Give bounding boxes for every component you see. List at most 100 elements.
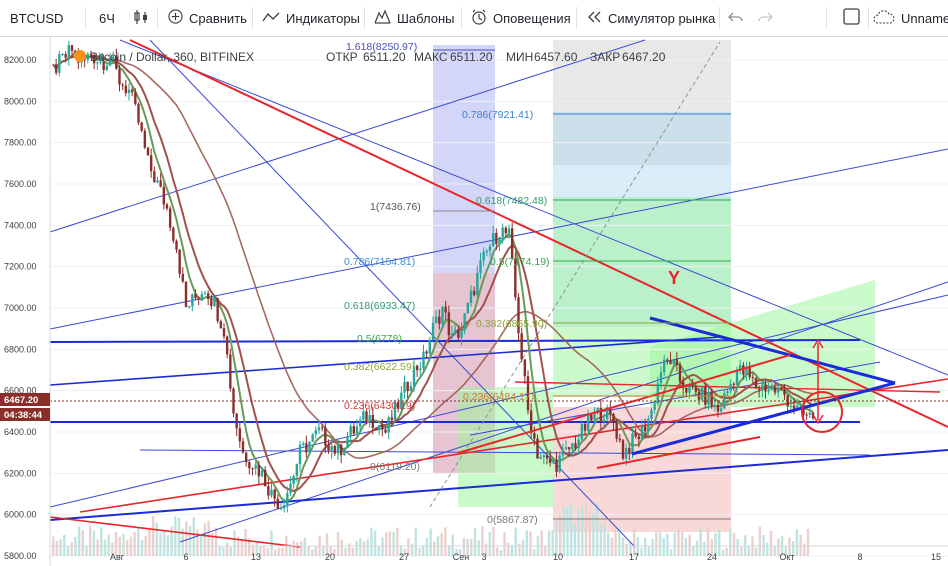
- trend-line: [49, 339, 861, 343]
- save-layout-button[interactable]: Unnamed: [873, 0, 948, 36]
- candle-body: [67, 45, 71, 58]
- price-chart[interactable]: 1.618(8250.97) 1(7436.76) 0.786(7154.81) 0.…: [0, 37, 948, 566]
- candle-body: [349, 426, 352, 437]
- volume-bar: [266, 548, 269, 556]
- candle-body: [156, 180, 159, 183]
- candle-body: [710, 392, 713, 406]
- templates-button[interactable]: Шаблоны: [374, 0, 455, 36]
- volume-bar: [188, 525, 192, 556]
- candle-body: [479, 260, 482, 273]
- candle-body: [206, 293, 210, 299]
- candle-body: [210, 298, 213, 307]
- volume-bar: [92, 530, 96, 556]
- candle-body: [738, 365, 742, 371]
- candle-body: [742, 365, 745, 375]
- volume-bar: [151, 516, 155, 556]
- volume-bar: [684, 538, 688, 556]
- candle-body: [767, 389, 770, 392]
- candle-body: [127, 89, 131, 94]
- candle-body: [780, 388, 783, 390]
- candle-body: [729, 383, 732, 392]
- square-icon: [843, 8, 860, 28]
- volume-bar: [551, 530, 554, 556]
- y-tick-label: 7600.00: [4, 179, 37, 189]
- redo-button[interactable]: [758, 0, 779, 36]
- candle-body: [805, 414, 808, 416]
- x-tick-label: Окт: [779, 552, 794, 562]
- candle-body: [618, 438, 622, 441]
- legend-title: Bitcoin / Dollar, 360, BITFINEX: [90, 50, 254, 64]
- candle-body: [362, 411, 365, 420]
- candle-body: [333, 445, 337, 454]
- fullscreen-button[interactable]: [843, 0, 860, 36]
- volume-bar: [558, 514, 562, 556]
- candle-body: [732, 383, 736, 385]
- candle-body: [96, 62, 99, 64]
- volume-bar: [503, 532, 506, 556]
- volume-bar: [721, 549, 725, 556]
- candle-body: [783, 389, 786, 395]
- trend-line: [49, 39, 646, 233]
- candle-body: [111, 56, 115, 60]
- trend-line: [429, 41, 721, 508]
- volume-bar: [418, 548, 421, 556]
- volume-bar: [555, 520, 558, 556]
- alarm-clock-icon: [471, 9, 487, 28]
- volume-bar: [573, 523, 577, 556]
- candle-body: [605, 407, 609, 420]
- candle-body: [197, 298, 200, 300]
- ma-slow: [52, 55, 814, 460]
- interval-button[interactable]: 6Ч: [99, 0, 115, 36]
- candle-body: [681, 381, 685, 389]
- replay-button[interactable]: Симулятор рынка: [586, 0, 715, 36]
- compare-button[interactable]: Сравнить: [168, 0, 247, 36]
- volume-bar: [792, 541, 795, 556]
- replay-label: Симулятор рынка: [608, 10, 716, 26]
- candle-body: [650, 409, 653, 419]
- candle-body: [599, 407, 603, 422]
- volume-bar: [614, 528, 617, 556]
- candle-body: [248, 462, 251, 469]
- candle-body: [412, 365, 416, 387]
- volume-bar: [399, 546, 403, 556]
- candle-body: [675, 359, 679, 365]
- candle-body: [441, 306, 444, 324]
- volume-bar: [351, 547, 355, 556]
- undo-icon: [728, 10, 743, 26]
- countdown-badge: [0, 408, 50, 421]
- volume-bar: [63, 534, 66, 556]
- symbol-search-button[interactable]: BTCUSD: [10, 0, 63, 36]
- volume-bar: [314, 545, 318, 556]
- volume-bar: [248, 538, 251, 556]
- chart-style-button[interactable]: [133, 0, 155, 36]
- alerts-button[interactable]: Оповещения: [471, 0, 571, 36]
- candle-body: [282, 504, 286, 509]
- volume-bar: [525, 530, 528, 556]
- candle-body: [653, 403, 656, 410]
- candle-body: [469, 290, 473, 303]
- undo-button[interactable]: [728, 0, 749, 36]
- volume-bar: [799, 534, 802, 556]
- volume-bar: [795, 529, 799, 556]
- candle-body: [54, 64, 58, 73]
- indicators-button[interactable]: Индикаторы: [262, 0, 360, 36]
- x-tick-label: Авг: [110, 552, 125, 562]
- candle-body: [425, 351, 428, 354]
- candle-body: [301, 443, 305, 445]
- candle-body: [529, 410, 533, 433]
- volume-bar: [159, 533, 162, 556]
- fib1-label-0.5: 0.5(6778): [357, 333, 402, 345]
- candle-body: [593, 411, 596, 421]
- candle-body: [168, 208, 172, 228]
- x-tick-label: 15: [931, 552, 941, 562]
- volume-bar: [732, 532, 736, 556]
- volume-bar: [803, 543, 806, 556]
- candle-body: [311, 434, 314, 442]
- candle-body: [181, 273, 185, 282]
- volume-bar: [177, 517, 181, 556]
- volume-bar: [481, 526, 484, 556]
- red-support: [596, 436, 761, 469]
- volume-bar: [196, 529, 199, 556]
- candle-body: [761, 384, 764, 390]
- candles: [54, 41, 815, 513]
